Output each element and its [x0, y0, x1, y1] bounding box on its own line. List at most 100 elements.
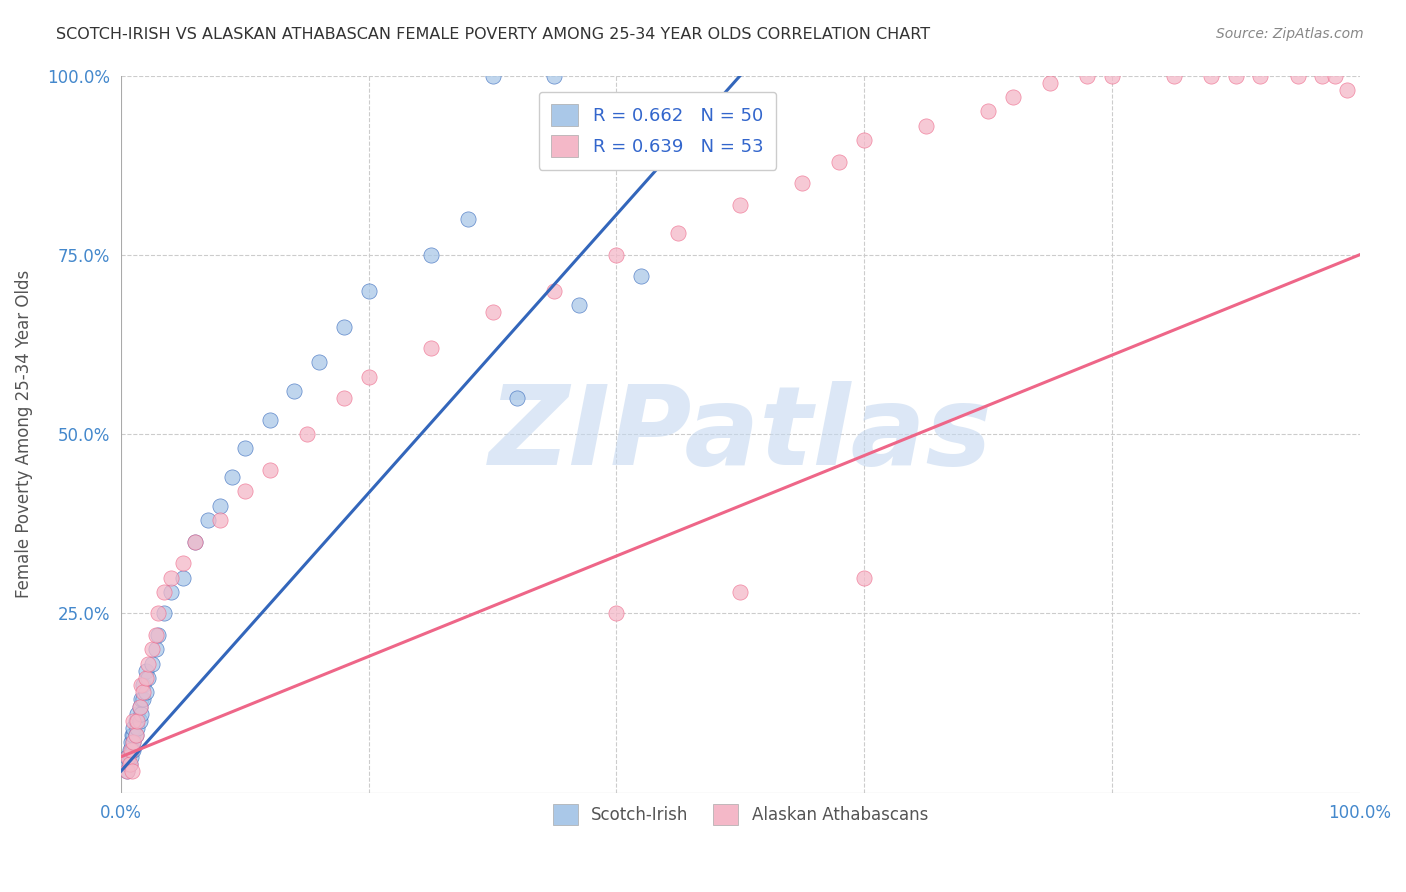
Point: [118, 756, 141, 771]
Point: [132, 692, 155, 706]
Point: [1336, 83, 1358, 97]
Point: [209, 513, 232, 527]
Point: [792, 176, 814, 190]
Point: [122, 714, 145, 728]
Point: [666, 227, 689, 241]
Point: [481, 69, 503, 83]
Point: [233, 484, 256, 499]
Y-axis label: Female Poverty Among 25-34 Year Olds: Female Poverty Among 25-34 Year Olds: [15, 270, 32, 599]
Text: ZIPatlas: ZIPatlas: [488, 381, 993, 488]
Point: [184, 534, 207, 549]
Point: [128, 714, 150, 728]
Point: [197, 513, 219, 527]
Point: [153, 585, 176, 599]
Point: [481, 305, 503, 319]
Point: [145, 642, 167, 657]
Point: [120, 742, 142, 756]
Point: [543, 69, 565, 83]
Point: [172, 556, 194, 570]
Point: [127, 721, 149, 735]
Point: [122, 735, 145, 749]
Point: [115, 756, 138, 771]
Point: [125, 728, 148, 742]
Point: [141, 657, 163, 671]
Point: [136, 657, 159, 671]
Point: [118, 742, 141, 756]
Point: [259, 413, 281, 427]
Point: [135, 664, 157, 678]
Point: [141, 642, 163, 657]
Point: [118, 756, 141, 771]
Point: [122, 728, 145, 742]
Point: [127, 714, 149, 728]
Point: [1249, 69, 1271, 83]
Point: [630, 269, 652, 284]
Point: [233, 442, 256, 456]
Point: [146, 628, 169, 642]
Point: [1076, 69, 1098, 83]
Point: [506, 391, 529, 405]
Point: [1312, 69, 1334, 83]
Point: [129, 706, 152, 721]
Point: [1323, 69, 1346, 83]
Point: [122, 735, 145, 749]
Point: [115, 749, 138, 764]
Point: [145, 628, 167, 642]
Point: [333, 391, 356, 405]
Point: [1225, 69, 1247, 83]
Point: [125, 728, 148, 742]
Point: [308, 355, 330, 369]
Point: [419, 341, 441, 355]
Point: [120, 735, 142, 749]
Point: [419, 248, 441, 262]
Point: [1101, 69, 1123, 83]
Point: [1001, 90, 1024, 104]
Point: [121, 742, 143, 756]
Point: [122, 742, 145, 756]
Point: [357, 369, 380, 384]
Point: [127, 706, 149, 721]
Point: [1286, 69, 1309, 83]
Point: [853, 133, 876, 147]
Point: [828, 154, 851, 169]
Point: [568, 298, 591, 312]
Point: [135, 685, 157, 699]
Point: [121, 728, 143, 742]
Point: [184, 534, 207, 549]
Point: [121, 764, 143, 779]
Point: [1199, 69, 1222, 83]
Point: [129, 678, 152, 692]
Point: [915, 119, 938, 133]
Point: [172, 570, 194, 584]
Point: [728, 585, 751, 599]
Point: [129, 692, 152, 706]
Point: [457, 211, 479, 226]
Point: [1163, 69, 1185, 83]
Point: [146, 607, 169, 621]
Point: [333, 319, 356, 334]
Point: [115, 764, 138, 779]
Point: [357, 284, 380, 298]
Point: [120, 749, 142, 764]
Legend: Scotch-Irish, Alaskan Athabascans: Scotch-Irish, Alaskan Athabascans: [543, 794, 938, 835]
Point: [132, 678, 155, 692]
Point: [283, 384, 305, 398]
Point: [295, 427, 318, 442]
Point: [122, 721, 145, 735]
Text: Source: ZipAtlas.com: Source: ZipAtlas.com: [1216, 27, 1364, 41]
Point: [605, 248, 627, 262]
Point: [221, 470, 243, 484]
Point: [132, 685, 155, 699]
Text: SCOTCH-IRISH VS ALASKAN ATHABASCAN FEMALE POVERTY AMONG 25-34 YEAR OLDS CORRELAT: SCOTCH-IRISH VS ALASKAN ATHABASCAN FEMAL…: [56, 27, 931, 42]
Point: [153, 607, 176, 621]
Point: [977, 104, 1000, 119]
Point: [136, 671, 159, 685]
Point: [1039, 76, 1062, 90]
Point: [117, 749, 139, 764]
Point: [728, 197, 751, 211]
Point: [209, 499, 232, 513]
Point: [259, 463, 281, 477]
Point: [543, 284, 565, 298]
Point: [159, 570, 181, 584]
Point: [125, 714, 148, 728]
